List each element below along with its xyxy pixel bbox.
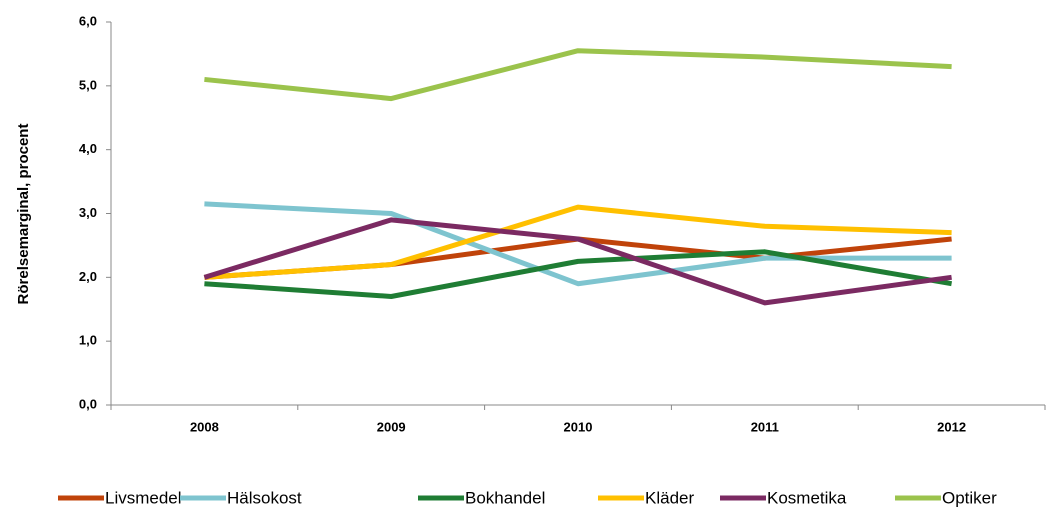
x-tick-label: 2012 (937, 419, 966, 434)
legend-label: Optiker (942, 488, 997, 507)
y-tick-label: 5,0 (79, 77, 97, 92)
legend-label: Bokhandel (465, 488, 545, 507)
y-tick-label: 0,0 (79, 396, 97, 411)
y-tick-label: 1,0 (79, 333, 97, 348)
series-line (204, 204, 952, 280)
x-tick-label: 2011 (751, 419, 779, 434)
x-tick-label: 2009 (377, 419, 406, 434)
y-axis-label: Rörelsemarginal, procent (15, 124, 32, 305)
legend-label: Livsmedel (105, 488, 182, 507)
y-tick-label: 4,0 (79, 141, 97, 156)
y-tick-label: 2,0 (79, 269, 97, 284)
y-tick-label: 3,0 (79, 205, 97, 220)
x-tick-label: 2010 (564, 419, 593, 434)
series-line (204, 48, 952, 102)
x-tick-label: 2008 (190, 419, 219, 434)
series-line (204, 201, 952, 287)
legend-label: Kläder (645, 488, 694, 507)
legend-label: Kosmetika (767, 488, 847, 507)
y-tick-label: 6,0 (79, 13, 97, 28)
series-line (204, 249, 953, 299)
series-line (203, 217, 952, 306)
legend-label: Hälsokost (227, 488, 302, 507)
